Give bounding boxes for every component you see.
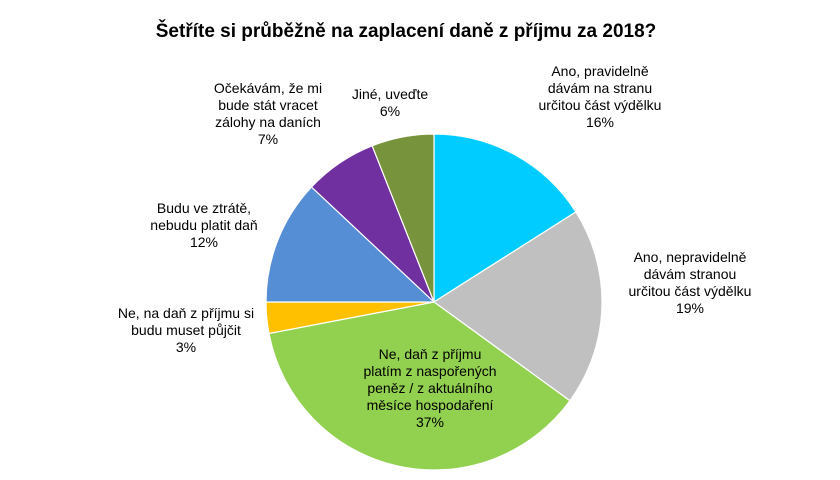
slice-label-2: Ne, daň z příjmu platím z naspořených peně… bbox=[363, 346, 496, 430]
slice-label-line: Ano, nepravidelně bbox=[634, 249, 747, 265]
slice-label-line: budu muset půjčit bbox=[131, 322, 241, 338]
slice-label-1: Ano, nepravidelně dávám stranou určitou čá… bbox=[629, 249, 752, 316]
slice-label-line: bude stát vracet bbox=[218, 97, 318, 113]
slice-label-line: Ano, pravidelně bbox=[551, 63, 649, 79]
slice-label-line: dávám na stranu bbox=[548, 80, 652, 96]
pie-slice-4 bbox=[265, 186, 436, 303]
slice-percent-label: 37% bbox=[416, 414, 444, 430]
chart-title: Šetříte si průběžně na zaplacení daně z … bbox=[156, 20, 657, 42]
slice-label-line: dávám stranou bbox=[644, 266, 737, 282]
slice-percent-label: 19% bbox=[676, 300, 704, 316]
pie-slice-0 bbox=[433, 133, 577, 304]
slice-label-line: určitou část výdělku bbox=[539, 97, 662, 113]
slice-label-line: Jiné, uveďte bbox=[352, 86, 429, 102]
slice-label-4: Budu ve ztrátě, nebudu platit daň 12% bbox=[150, 200, 257, 250]
slice-label-line: peněz / z aktuálního bbox=[367, 380, 493, 396]
slice-percent-label: 16% bbox=[586, 114, 614, 130]
pie-slices bbox=[265, 133, 603, 471]
slice-percent-label: 12% bbox=[190, 234, 218, 250]
pie-slice-6 bbox=[371, 133, 435, 303]
slice-label-line: Ne, daň z příjmu bbox=[379, 346, 482, 362]
slice-labels: Ano, pravidelně dávám na stranu určitou čá… bbox=[118, 63, 752, 430]
slice-label-line: Ne, na daň z příjmu si bbox=[118, 305, 254, 321]
slice-label-line: platím z naspořených bbox=[363, 363, 496, 379]
pie-slice-2 bbox=[268, 301, 571, 471]
slice-percent-label: 7% bbox=[258, 131, 278, 147]
slice-label-line: určitou část výdělku bbox=[629, 283, 752, 299]
slice-label-line: Očekávám, že mi bbox=[214, 80, 322, 96]
slice-label-line: Budu ve ztrátě, bbox=[157, 200, 251, 216]
slice-label-line: měsíce hospodaření bbox=[367, 397, 494, 413]
slice-label-line: zálohy na daních bbox=[215, 114, 321, 130]
slice-percent-label: 6% bbox=[380, 103, 400, 119]
slice-label-5: Očekávám, že mi bude stát vracet zálohy na… bbox=[214, 80, 322, 147]
pie-slice-1 bbox=[432, 211, 603, 402]
slice-percent-label: 3% bbox=[176, 339, 196, 355]
slice-label-3: Ne, na daň z příjmu si budu muset půjčit 3… bbox=[118, 305, 254, 355]
slice-label-6: Jiné, uveďte 6% bbox=[352, 86, 429, 119]
slice-label-line: nebudu platit daň bbox=[150, 217, 257, 233]
slice-label-0: Ano, pravidelně dávám na stranu určitou čá… bbox=[539, 63, 662, 130]
